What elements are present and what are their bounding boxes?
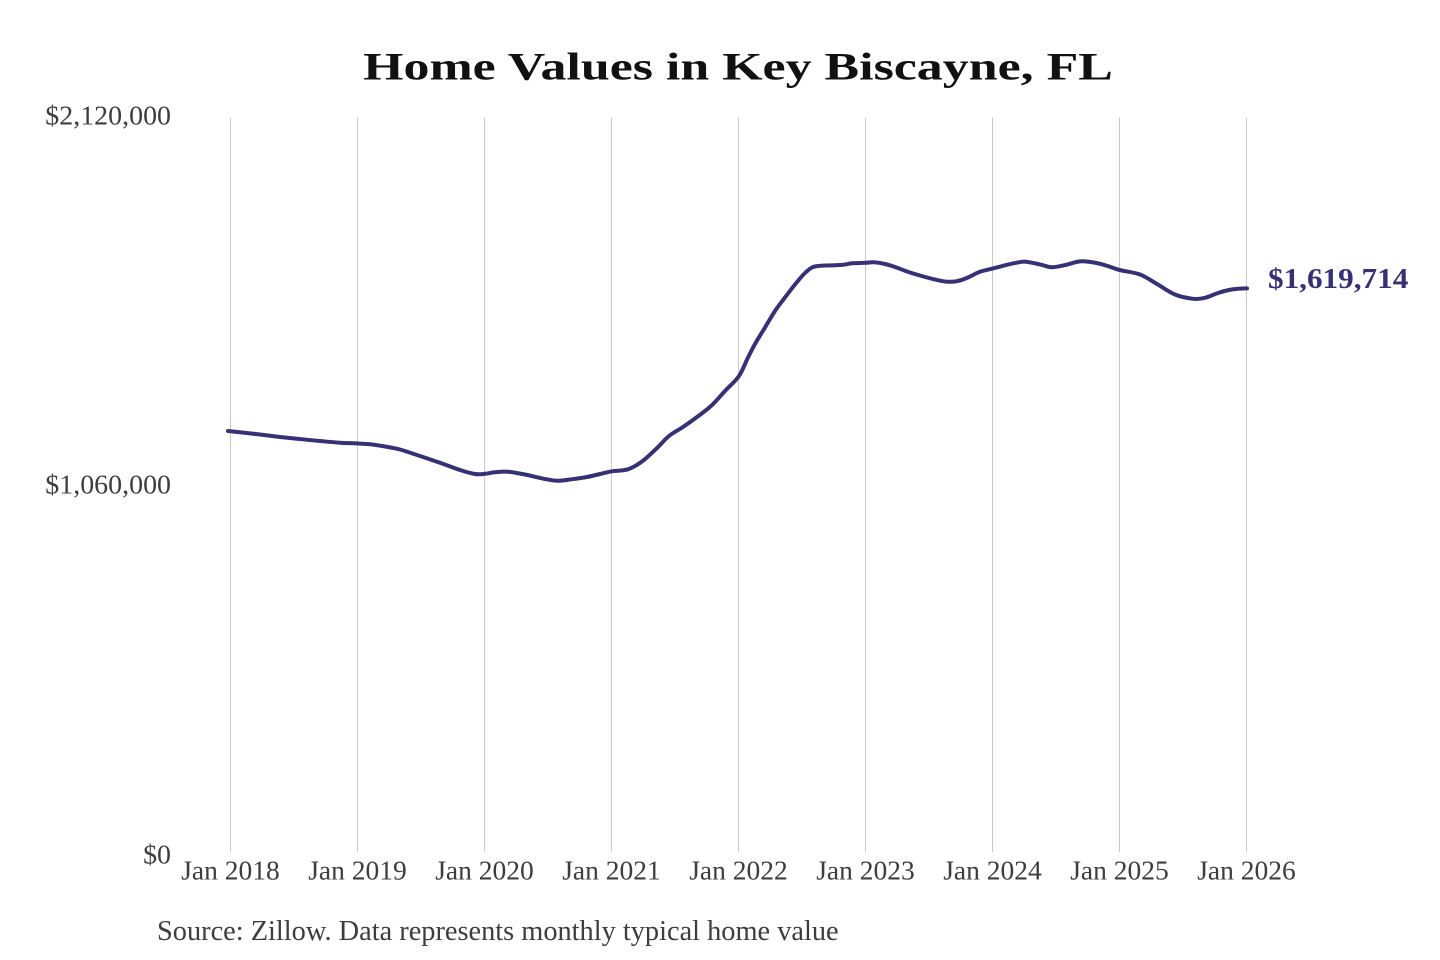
svg-text:Jan 2026: Jan 2026 (1197, 855, 1296, 886)
svg-text:$1,619,714: $1,619,714 (1268, 264, 1408, 294)
svg-text:Jan 2023: Jan 2023 (816, 855, 915, 886)
svg-text:Jan 2019: Jan 2019 (308, 855, 407, 886)
svg-text:Jan 2020: Jan 2020 (435, 855, 534, 886)
svg-text:Jan 2022: Jan 2022 (689, 855, 788, 886)
svg-text:Jan 2018: Jan 2018 (181, 855, 280, 886)
svg-text:$2,120,000: $2,120,000 (45, 101, 171, 130)
svg-text:Home Values in Key Biscayne, F: Home Values in Key Biscayne, FL (363, 45, 1113, 88)
svg-text:$1,060,000: $1,060,000 (45, 470, 171, 499)
svg-text:Jan 2021: Jan 2021 (562, 855, 661, 886)
svg-text:Jan 2024: Jan 2024 (943, 855, 1042, 886)
svg-text:Source: Zillow. Data represent: Source: Zillow. Data represents monthly … (157, 916, 839, 947)
svg-text:Jan 2025: Jan 2025 (1070, 855, 1169, 886)
svg-text:$0: $0 (143, 840, 171, 869)
